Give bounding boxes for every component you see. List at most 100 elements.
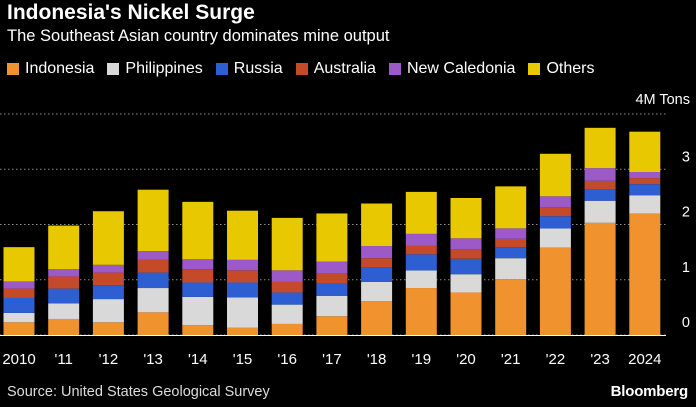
bar-others-11 <box>48 225 80 270</box>
bar-russia-15 <box>227 282 258 298</box>
legend-label-australia: Australia <box>313 60 376 77</box>
bar-others-22 <box>539 153 571 197</box>
bar-new-caledonia-23 <box>584 168 616 181</box>
bar-indonesia-2010 <box>3 322 35 335</box>
bar-russia-17 <box>316 283 348 296</box>
bar-australia-19 <box>405 245 437 255</box>
bar-new-caledonia-16 <box>271 270 303 282</box>
bar-australia-18 <box>361 258 393 268</box>
bar-russia-18 <box>361 267 393 282</box>
bar-new-caledonia-15 <box>227 259 258 271</box>
bar-australia-22 <box>539 207 571 217</box>
bar-australia-23 <box>584 180 616 190</box>
bar-philippines-12 <box>92 299 124 323</box>
bar-philippines-17 <box>316 295 348 317</box>
bar-others-18 <box>361 203 393 247</box>
bar-new-caledonia-2024 <box>629 172 661 179</box>
bar-others-12 <box>92 211 124 265</box>
bar-indonesia-15 <box>227 327 258 335</box>
legend-item-australia: Australia <box>295 60 376 78</box>
bar-australia-12 <box>92 272 124 286</box>
legend-label-philippines: Philippines <box>125 60 203 77</box>
chart-subtitle: The Southeast Asian country dominates mi… <box>7 27 390 45</box>
bar-russia-11 <box>48 288 80 304</box>
bloomberg-logo: Bloomberg <box>610 383 689 400</box>
bar-australia-13 <box>137 259 169 273</box>
bar-indonesia-20 <box>450 292 482 335</box>
bar-philippines-23 <box>584 200 616 223</box>
x-tick-label-13: '13 <box>143 351 163 368</box>
bar-philippines-20 <box>450 274 482 293</box>
bar-philippines-11 <box>48 303 80 319</box>
x-tick-label-14: '14 <box>188 351 208 368</box>
y-tick-label-3: 3 <box>682 149 690 165</box>
x-tick-label-22: '22 <box>546 351 566 368</box>
bar-new-caledonia-22 <box>539 196 571 208</box>
bar-new-caledonia-19 <box>405 233 437 246</box>
x-tick-label-15: '15 <box>233 351 253 368</box>
bar-australia-2024 <box>629 178 661 185</box>
bar-australia-15 <box>227 270 258 283</box>
bar-new-caledonia-20 <box>450 238 482 250</box>
bar-philippines-2024 <box>629 195 661 214</box>
bar-russia-16 <box>271 292 303 305</box>
bar-philippines-19 <box>405 270 437 289</box>
bar-philippines-14 <box>182 296 214 326</box>
bar-new-caledonia-13 <box>137 251 169 260</box>
bar-russia-22 <box>539 216 571 229</box>
x-tick-label-12: '12 <box>99 351 119 368</box>
bar-others-14 <box>182 201 214 260</box>
legend-label-new-caledonia: New Caledonia <box>406 60 516 77</box>
bar-russia-12 <box>92 285 124 300</box>
bar-russia-23 <box>584 189 616 201</box>
bar-philippines-13 <box>137 288 169 313</box>
bar-philippines-2010 <box>3 312 35 323</box>
bar-australia-21 <box>495 238 527 248</box>
bar-indonesia-22 <box>539 247 571 335</box>
bar-russia-14 <box>182 282 214 297</box>
legend-swatch-australia <box>295 63 308 75</box>
bar-others-19 <box>405 191 437 234</box>
bar-russia-20 <box>450 258 482 275</box>
source-note: Source: United States Geological Survey <box>7 384 270 400</box>
bar-philippines-16 <box>271 304 303 324</box>
x-tick-label-18: '18 <box>367 351 387 368</box>
bar-others-20 <box>450 197 482 239</box>
x-tick-label-21: '21 <box>501 351 521 368</box>
bar-others-13 <box>137 189 169 252</box>
bar-philippines-15 <box>227 297 258 328</box>
bar-others-21 <box>495 186 527 229</box>
bar-philippines-22 <box>539 228 571 248</box>
legend-swatch-new-caledonia <box>388 63 401 75</box>
bar-others-2010 <box>3 247 35 282</box>
legend-item-russia: Russia <box>215 60 283 78</box>
legend-item-others: Others <box>528 60 594 78</box>
bar-russia-2024 <box>629 184 661 196</box>
x-tick-label-11: '11 <box>54 351 72 368</box>
y-tick-label-0: 0 <box>682 315 690 331</box>
bar-new-caledonia-2010 <box>3 281 35 289</box>
chart-title: Indonesia's Nickel Surge <box>7 1 255 24</box>
x-tick-label-2024: 2024 <box>628 351 661 368</box>
bar-others-23 <box>584 127 616 169</box>
bar-indonesia-14 <box>182 325 214 335</box>
bar-indonesia-13 <box>137 312 169 335</box>
bar-indonesia-19 <box>405 288 437 335</box>
bar-others-2024 <box>629 131 661 173</box>
bar-others-15 <box>227 210 258 260</box>
bar-indonesia-23 <box>584 222 616 335</box>
bar-new-caledonia-21 <box>495 228 527 239</box>
bar-others-17 <box>316 213 348 262</box>
legend-item-new-caledonia: New Caledonia <box>388 60 516 78</box>
legend-swatch-indonesia <box>7 63 19 75</box>
bar-australia-11 <box>48 276 80 289</box>
legend-item-indonesia: Indonesia <box>7 60 94 78</box>
legend-item-philippines: Philippines <box>107 60 203 78</box>
bar-new-caledonia-14 <box>182 259 214 270</box>
bar-australia-17 <box>316 273 348 284</box>
legend-label-indonesia: Indonesia <box>25 60 95 77</box>
bar-russia-13 <box>137 272 169 289</box>
bar-philippines-18 <box>361 281 393 302</box>
bar-indonesia-21 <box>495 279 527 335</box>
